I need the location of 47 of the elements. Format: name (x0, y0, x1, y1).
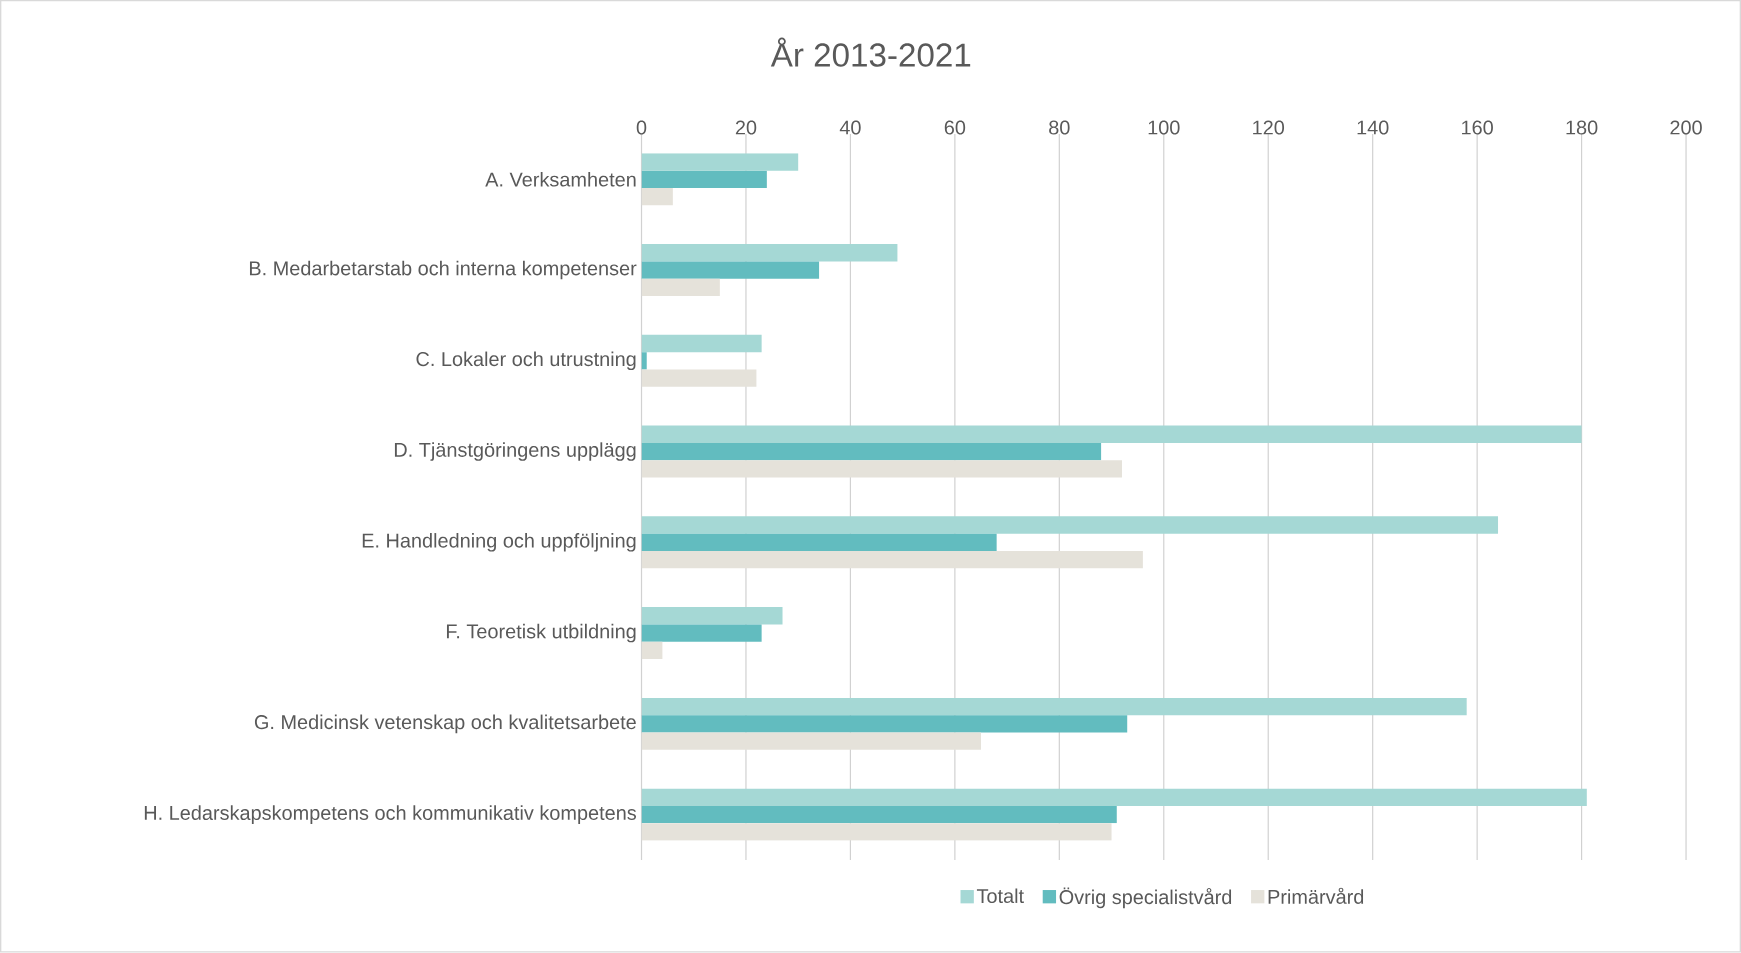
bar (641, 533, 997, 552)
bar (641, 188, 673, 206)
bar (641, 460, 1122, 478)
y-tick-label: C. Lokaler och utrustning (416, 351, 636, 371)
bar (641, 641, 663, 660)
y-tick-label: H. Ledarskapskompetens och kommunikativ kompetens (144, 805, 637, 825)
x-tick-label: 140 (1357, 120, 1389, 135)
y-tick-label: A. Verksamheten (485, 172, 636, 187)
bar (641, 732, 981, 751)
bar (641, 516, 1499, 534)
x-tick-label: 60 (944, 120, 966, 135)
bar (641, 335, 762, 353)
bar (641, 244, 898, 262)
y-tick-label: E. Handledning och uppföljning (362, 533, 636, 552)
bar (641, 551, 1143, 569)
bar (641, 806, 1117, 824)
legend-label: Primärvård (1268, 887, 1364, 905)
x-tick-label: 20 (735, 120, 757, 135)
x-tick-label: 160 (1462, 120, 1493, 135)
y-tick-label: F. Teoretisk utbildning (446, 624, 636, 643)
bar (641, 278, 720, 297)
bar (641, 261, 820, 279)
bar (641, 352, 647, 370)
bar (641, 425, 1582, 444)
bar (641, 153, 799, 171)
x-tick-label: 40 (839, 120, 861, 135)
x-tick-label: 200 (1670, 120, 1702, 135)
x-tick-label: 180 (1566, 120, 1598, 135)
y-tick-label: G. Medicinsk vetenskap och kvalitetsarbete (254, 714, 636, 734)
y-tick-label: B. Medarbetarstab och interna kompetenser (249, 260, 637, 280)
bar (641, 369, 757, 387)
bar (641, 823, 1112, 841)
bar (641, 443, 1102, 461)
chart-title: År 2013-2021 (770, 37, 971, 68)
y-tick-label: D. Tjänstgöringens upplägg (394, 442, 636, 462)
bar (641, 788, 1587, 807)
bar (641, 624, 762, 642)
bar (641, 607, 783, 625)
x-tick-label: 0 (636, 120, 647, 135)
legend-label: Övrig specialistvård (1059, 887, 1232, 909)
bar (641, 170, 767, 189)
bar (641, 698, 1467, 716)
x-tick-label: 80 (1049, 120, 1070, 135)
bar (641, 715, 1128, 733)
legend-label: Totalt (976, 888, 1024, 904)
x-tick-label: 100 (1148, 120, 1180, 135)
x-tick-label: 120 (1253, 120, 1285, 135)
